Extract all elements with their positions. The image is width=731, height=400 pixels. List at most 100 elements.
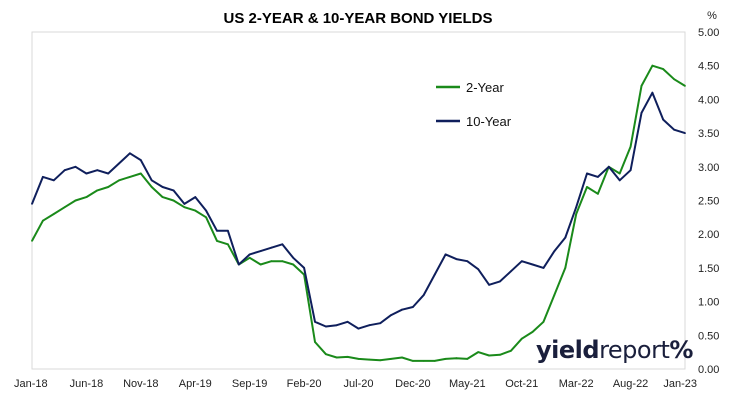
data-point-2-year bbox=[390, 358, 392, 360]
data-point-2-year bbox=[618, 172, 621, 175]
data-point-2-year bbox=[216, 240, 218, 242]
data-point-10-year bbox=[455, 258, 458, 260]
legend: 2-Year 10-Year bbox=[436, 80, 512, 129]
data-point-10-year bbox=[346, 320, 349, 323]
data-point-2-year bbox=[422, 360, 425, 362]
data-point-2-year bbox=[325, 353, 327, 356]
data-point-2-year bbox=[107, 186, 110, 188]
data-point-10-year bbox=[520, 260, 523, 263]
data-point-10-year bbox=[52, 179, 55, 182]
data-point-2-year bbox=[488, 354, 490, 357]
data-point-10-year bbox=[31, 203, 33, 205]
x-tick-label: Dec-20 bbox=[395, 378, 430, 390]
data-point-2-year bbox=[118, 179, 120, 182]
data-point-2-year bbox=[575, 213, 578, 215]
plot-area bbox=[31, 31, 686, 370]
data-point-2-year bbox=[335, 356, 338, 359]
legend-label-10-year: 10-Year bbox=[466, 114, 512, 129]
data-point-10-year bbox=[433, 273, 436, 276]
data-point-10-year bbox=[510, 270, 512, 273]
data-point-10-year bbox=[85, 172, 88, 175]
data-point-10-year bbox=[292, 256, 295, 259]
data-point-2-year bbox=[194, 209, 197, 212]
data-point-2-year bbox=[259, 263, 262, 266]
data-point-2-year bbox=[401, 356, 403, 359]
data-point-10-year bbox=[466, 260, 469, 263]
data-point-2-year bbox=[662, 68, 665, 70]
data-point-10-year bbox=[303, 267, 305, 269]
x-tick-label: Apr-19 bbox=[179, 378, 212, 390]
data-point-10-year bbox=[684, 132, 686, 135]
data-point-10-year bbox=[651, 91, 654, 94]
data-point-2-year bbox=[564, 267, 567, 269]
data-point-10-year bbox=[542, 267, 545, 269]
data-point-2-year bbox=[63, 206, 66, 209]
data-point-2-year bbox=[248, 256, 251, 259]
x-tick-label: Sep-19 bbox=[232, 378, 267, 390]
data-point-10-year bbox=[477, 268, 480, 271]
data-point-10-year bbox=[314, 320, 316, 323]
data-point-10-year bbox=[194, 196, 197, 199]
data-point-10-year bbox=[74, 165, 77, 168]
data-point-10-year bbox=[618, 179, 621, 182]
data-point-2-year bbox=[368, 358, 371, 361]
data-point-10-year bbox=[96, 169, 99, 172]
x-tick-label: Feb-20 bbox=[287, 378, 322, 390]
data-point-10-year bbox=[575, 206, 578, 209]
data-point-2-year bbox=[510, 349, 512, 352]
data-point-10-year bbox=[368, 324, 371, 327]
series-layer bbox=[31, 64, 686, 362]
data-point-10-year bbox=[586, 172, 588, 175]
data-point-2-year bbox=[42, 219, 44, 222]
chart-title: US 2-YEAR & 10-YEAR BOND YIELDS bbox=[224, 10, 493, 27]
data-point-2-year bbox=[74, 199, 77, 202]
data-point-2-year bbox=[281, 260, 284, 263]
data-point-2-year bbox=[183, 206, 186, 209]
data-point-10-year bbox=[150, 179, 153, 182]
y-tick-label: 4.00 bbox=[698, 94, 719, 106]
data-point-10-year bbox=[640, 112, 643, 114]
logo-text-report: report bbox=[599, 336, 670, 364]
data-point-10-year bbox=[139, 159, 142, 162]
data-point-2-year bbox=[684, 85, 686, 87]
data-point-2-year bbox=[499, 353, 501, 356]
data-point-2-year bbox=[270, 260, 273, 263]
y-tick-label: 4.50 bbox=[698, 61, 719, 73]
data-point-10-year bbox=[673, 128, 675, 131]
data-point-10-year bbox=[607, 165, 610, 168]
data-point-10-year bbox=[422, 294, 425, 296]
x-tick-label: Nov-18 bbox=[123, 378, 158, 390]
y-tick-label: 1.50 bbox=[698, 263, 719, 275]
data-point-2-year bbox=[586, 186, 588, 188]
data-point-2-year bbox=[597, 192, 599, 195]
data-point-10-year bbox=[129, 152, 131, 155]
data-point-2-year bbox=[150, 186, 153, 188]
data-point-2-year bbox=[444, 358, 447, 360]
data-point-10-year bbox=[259, 250, 262, 253]
data-point-10-year bbox=[488, 283, 490, 286]
data-point-2-year bbox=[139, 172, 142, 175]
x-tick-label: Jan-23 bbox=[663, 378, 697, 390]
data-point-2-year bbox=[52, 213, 55, 215]
data-point-2-year bbox=[379, 359, 382, 362]
logo-text-yield: yield bbox=[536, 336, 600, 364]
data-point-2-year bbox=[357, 358, 360, 360]
data-point-2-year bbox=[31, 240, 33, 242]
data-point-2-year bbox=[227, 243, 229, 246]
y-tick-label: 3.50 bbox=[698, 128, 719, 140]
data-point-10-year bbox=[42, 176, 44, 178]
logo-percent-symbol: % bbox=[669, 336, 693, 364]
data-point-10-year bbox=[63, 169, 66, 172]
y-tick-label: 0.00 bbox=[698, 364, 719, 376]
data-point-2-year bbox=[292, 263, 295, 266]
data-point-10-year bbox=[412, 306, 414, 308]
y-axis-ticks: 0.00 0.50 1.00 1.50 2.00 2.50 3.00 3.50 4.00 4.50… bbox=[698, 27, 719, 376]
x-tick-label: Jan-18 bbox=[14, 378, 48, 390]
data-point-2-year bbox=[466, 358, 469, 360]
x-tick-label: Mar-22 bbox=[559, 378, 594, 390]
data-point-2-year bbox=[520, 337, 523, 340]
data-point-2-year bbox=[172, 199, 175, 202]
y-tick-label: 1.00 bbox=[698, 297, 719, 309]
data-point-2-year bbox=[477, 351, 480, 353]
y-tick-label: 2.50 bbox=[698, 196, 719, 208]
